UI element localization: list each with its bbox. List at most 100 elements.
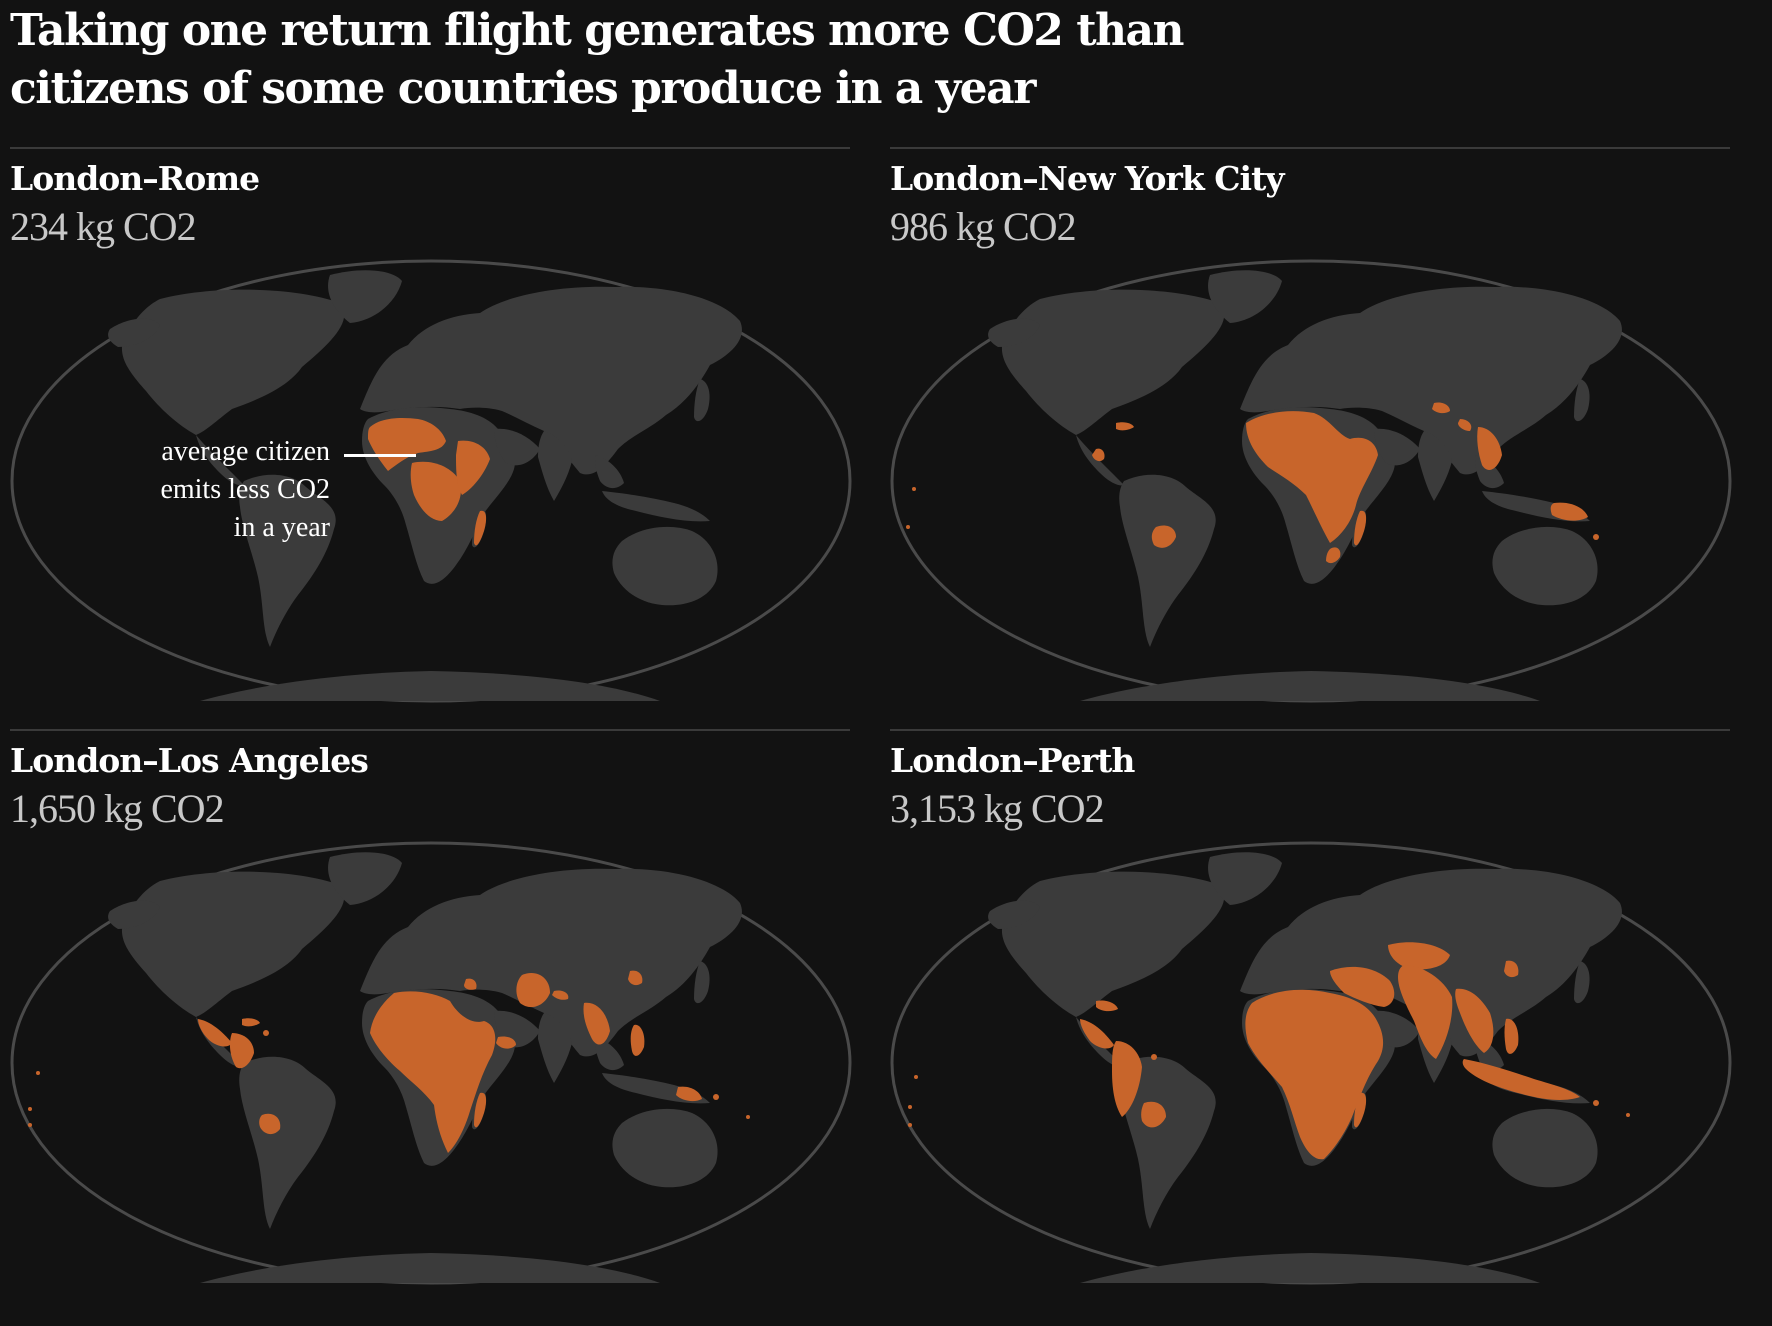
land-antarctica bbox=[1080, 671, 1540, 701]
land-greenland bbox=[1208, 852, 1282, 905]
headline: Taking one return flight generates more … bbox=[10, 5, 1185, 114]
highlight-pacific-island bbox=[912, 487, 916, 491]
world-map bbox=[10, 841, 852, 1285]
highlighted-countries bbox=[908, 942, 1630, 1160]
land-eurasia bbox=[360, 286, 742, 475]
annotation-text: average citizen emits less CO2 in a year bbox=[70, 433, 330, 547]
highlighted-countries bbox=[28, 970, 750, 1153]
world-map bbox=[10, 259, 852, 703]
highlight-middle-east bbox=[1330, 966, 1395, 1007]
highlight-indonesia bbox=[1462, 1059, 1580, 1100]
land-indonesia bbox=[602, 491, 710, 522]
land-antarctica bbox=[200, 1253, 660, 1283]
land-central-america bbox=[196, 435, 244, 486]
highlight-central-america bbox=[1092, 448, 1105, 462]
land-australia bbox=[1492, 526, 1598, 606]
annotation-line: average citizen bbox=[161, 436, 330, 467]
highlight-colombia bbox=[229, 1033, 254, 1069]
highlight-central-america bbox=[198, 1019, 232, 1047]
land-arabia bbox=[1374, 428, 1420, 466]
annotation-line: in a year bbox=[233, 512, 330, 543]
divider bbox=[10, 729, 850, 731]
highlight-caribbean bbox=[242, 1018, 260, 1027]
highlight-southeast-asia bbox=[1455, 988, 1494, 1053]
highlight-guyana bbox=[1151, 1054, 1157, 1060]
highlight-pacific-island bbox=[746, 1115, 750, 1119]
divider bbox=[890, 729, 1730, 731]
land-arabia bbox=[1374, 1010, 1420, 1048]
emissions-value: 1,650 kg CO2 bbox=[10, 786, 225, 831]
highlight-haiti bbox=[1116, 422, 1134, 431]
highlight-pakistan-afghanistan bbox=[516, 973, 550, 1008]
highlight-bolivia-paraguay bbox=[1141, 1101, 1166, 1128]
highlight-timor-png bbox=[676, 1086, 702, 1102]
highlight-mozambique bbox=[1326, 547, 1341, 564]
land-alaska bbox=[108, 318, 160, 347]
highlight-papua-new-guinea bbox=[1550, 502, 1588, 521]
annotation-line: emits less CO2 bbox=[160, 474, 330, 505]
divider bbox=[890, 147, 1730, 149]
land-antarctica bbox=[1080, 1253, 1540, 1283]
land-japan bbox=[694, 961, 710, 1004]
land-alaska bbox=[988, 900, 1040, 929]
land-south-america bbox=[1119, 1056, 1216, 1229]
highlight-central-asia bbox=[1388, 942, 1450, 970]
land-north-america bbox=[1001, 289, 1225, 435]
annotation-leader-line bbox=[344, 454, 416, 457]
land-south-america bbox=[1119, 474, 1216, 647]
highlight-pacific-island bbox=[28, 1123, 32, 1127]
land-australia bbox=[612, 1108, 718, 1188]
panel-london-rome: London–Rome 234 kg CO2 bbox=[10, 147, 852, 727]
land-india bbox=[538, 431, 572, 501]
route-title: London–Rome bbox=[10, 159, 260, 198]
highlighted-countries bbox=[906, 402, 1599, 564]
land-greenland bbox=[1208, 270, 1282, 323]
land-india bbox=[538, 1013, 572, 1083]
highlight-pacific-island bbox=[1626, 1113, 1630, 1117]
highlight-bangladesh bbox=[1458, 419, 1472, 431]
highlight-yemen bbox=[496, 1036, 516, 1049]
land-north-america bbox=[1001, 871, 1225, 1017]
highlight-south-asia bbox=[1398, 965, 1453, 1059]
highlight-central-america bbox=[1080, 1019, 1114, 1049]
land-se-asia bbox=[595, 455, 624, 489]
highlight-caribbean bbox=[1096, 1000, 1118, 1012]
highlight-pacific-island bbox=[914, 1075, 918, 1079]
land-japan bbox=[694, 379, 710, 422]
land-central-america bbox=[1076, 435, 1124, 486]
highlight-sub-saharan-africa bbox=[370, 991, 496, 1153]
land-south-america bbox=[239, 474, 336, 647]
land-se-asia bbox=[595, 1037, 624, 1071]
highlight-philippines bbox=[1504, 1018, 1519, 1054]
emissions-value: 986 kg CO2 bbox=[890, 204, 1077, 249]
land-greenland bbox=[328, 270, 402, 323]
emissions-value: 234 kg CO2 bbox=[10, 204, 197, 249]
highlight-sahel bbox=[368, 417, 446, 471]
highlight-philippines bbox=[630, 1024, 645, 1056]
highlight-north-korea bbox=[1504, 960, 1519, 978]
land-japan bbox=[1574, 379, 1590, 422]
land-antarctica bbox=[200, 671, 660, 701]
land-north-america bbox=[121, 289, 345, 435]
panel-london-perth: London–Perth 3,153 kg CO2 bbox=[890, 729, 1732, 1309]
highlight-horn-of-africa bbox=[456, 440, 490, 495]
highlight-madagascar bbox=[1354, 1092, 1367, 1128]
highlight-pacific-island bbox=[36, 1071, 40, 1075]
highlighted-countries bbox=[368, 417, 490, 546]
highlight-myanmar bbox=[583, 1002, 610, 1045]
highlight-pacific-island bbox=[713, 1094, 719, 1100]
highlight-bolivia-paraguay bbox=[1151, 525, 1176, 548]
divider bbox=[10, 147, 850, 149]
highlight-madagascar bbox=[474, 510, 487, 546]
highlight-sub-saharan-africa bbox=[1246, 411, 1378, 543]
highlight-africa bbox=[1245, 989, 1384, 1160]
land-alaska bbox=[988, 318, 1040, 347]
highlight-madagascar bbox=[474, 1092, 487, 1128]
land-india bbox=[1418, 431, 1452, 501]
emissions-value: 3,153 kg CO2 bbox=[890, 786, 1105, 831]
highlight-nepal bbox=[552, 990, 569, 1000]
route-title: London–Perth bbox=[890, 741, 1135, 780]
land-greenland bbox=[328, 852, 402, 905]
highlight-pacific-island bbox=[1593, 534, 1599, 540]
route-title: London–Los Angeles bbox=[10, 741, 369, 780]
